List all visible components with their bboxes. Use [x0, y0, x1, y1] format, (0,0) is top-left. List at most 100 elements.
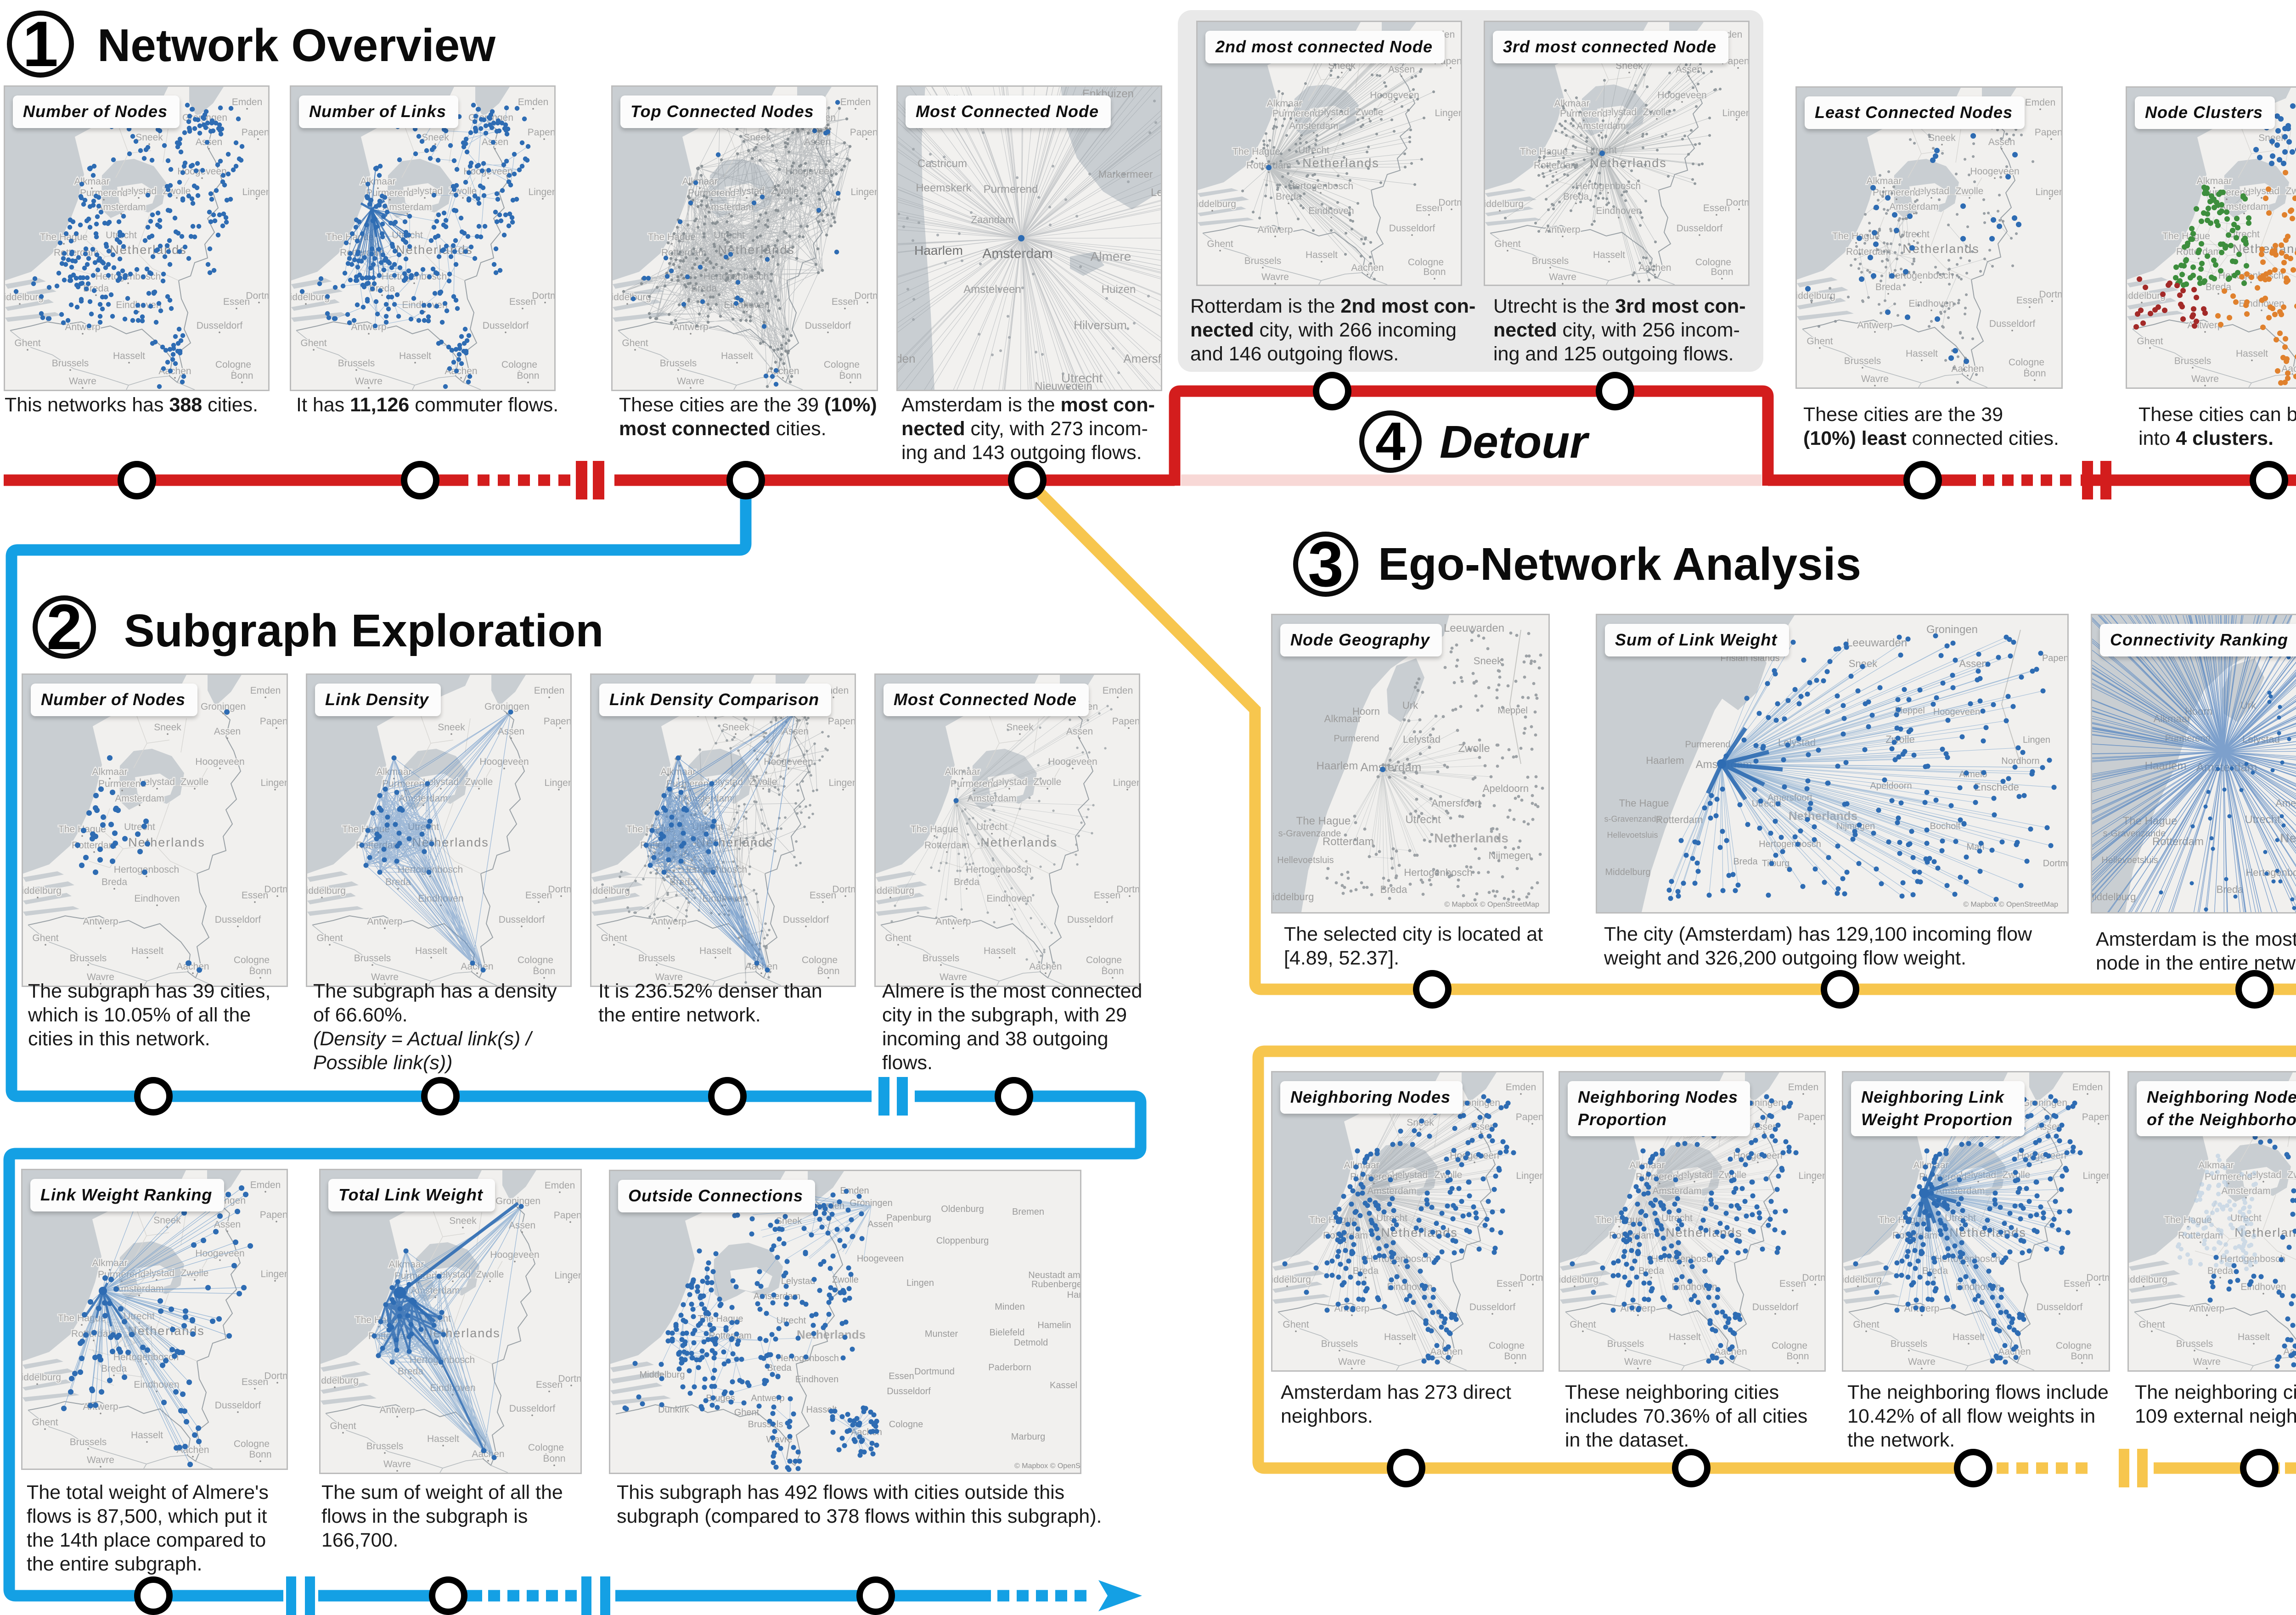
svg-text:Wavre: Wavre [1861, 374, 1889, 384]
svg-text:Aachen: Aachen [1029, 961, 1062, 972]
svg-text:Dusseldorf: Dusseldorf [1677, 223, 1723, 234]
svg-text:Ghent: Ghent [885, 933, 911, 943]
svg-text:Amersfoo: Amersfoo [1123, 352, 1161, 365]
svg-text:Bremen: Bremen [1012, 1207, 1044, 1217]
svg-text:Hasselt: Hasselt [984, 946, 1016, 956]
svg-text:Lingen: Lingen [906, 1278, 934, 1288]
svg-text:Antwerp: Antwerp [751, 1393, 784, 1403]
svg-text:Aachen: Aachen [445, 366, 477, 376]
svg-text:Essen: Essen [2016, 295, 2043, 306]
svg-text:Ghent: Ghent [316, 933, 343, 943]
svg-text:Papenb: Papenb [528, 127, 554, 138]
svg-text:Lingen: Lingen [1435, 108, 1461, 118]
svg-text:Alkmaar: Alkmaar [1266, 98, 1302, 109]
svg-text:Dusseldorf: Dusseldorf [1389, 223, 1435, 234]
svg-text:Antwerp: Antwerp [2189, 1303, 2224, 1314]
svg-text:Hilversum: Hilversum [1074, 318, 1127, 332]
svg-text:Dortm: Dortm [548, 884, 570, 895]
svg-text:Dortm: Dortm [246, 291, 268, 301]
svg-text:Lingen: Lingen [850, 187, 877, 197]
svg-text:Brussels: Brussels [354, 953, 391, 964]
svg-text:Middelburg: Middelburg [307, 886, 346, 896]
svg-text:Middelburg: Middelburg [291, 292, 330, 303]
svg-text:Apeldoorn: Apeldoorn [1483, 783, 1529, 794]
svg-text:Sneek: Sneek [1928, 133, 1956, 143]
svg-text:Brussels: Brussels [338, 358, 375, 369]
svg-text:Kassel: Kassel [1050, 1380, 1077, 1391]
svg-text:Alkmaar: Alkmaar [1324, 713, 1362, 724]
svg-text:Dusseldorf: Dusseldorf [783, 914, 829, 925]
svg-text:Hasselt: Hasselt [1953, 1332, 1985, 1342]
svg-text:Zwolle: Zwolle [181, 777, 209, 787]
svg-text:Dusseldorf: Dusseldorf [499, 914, 545, 925]
svg-text:Bonn: Bonn [817, 966, 839, 976]
svg-text:Wavre: Wavre [1624, 1357, 1652, 1367]
svg-text:Brussels: Brussels [70, 953, 107, 964]
svg-text:iden: iden [898, 352, 916, 365]
svg-text:Netherlands: Netherlands [110, 243, 187, 257]
svg-text:Cologne: Cologne [1489, 1340, 1525, 1351]
svg-text:Emden: Emden [1506, 1082, 1536, 1093]
svg-text:Bonn: Bonn [1101, 966, 1124, 976]
svg-text:Zwolle: Zwolle [1956, 186, 1984, 196]
svg-text:Amsterdam: Amsterdam [383, 202, 432, 213]
svg-text:Essen: Essen [1779, 1279, 1806, 1289]
svg-text:Lingen: Lingen [2035, 187, 2061, 197]
svg-text:Lingen: Lingen [1722, 108, 1748, 118]
svg-text:Netherlands: Netherlands [980, 836, 1058, 849]
svg-text:Ghent: Ghent [1806, 336, 1833, 347]
svg-text:Wavre: Wavre [87, 1455, 114, 1465]
svg-text:Lingen: Lingen [1113, 778, 1139, 788]
svg-text:Lelystad: Lelystad [1677, 1170, 1712, 1180]
svg-text:Essen: Essen [1497, 1279, 1523, 1289]
svg-text:Papenburg: Papenburg [886, 1213, 931, 1223]
svg-text:Emden: Emden [1788, 1082, 1819, 1093]
svg-text:Netherlands: Netherlands [1434, 831, 1508, 845]
svg-text:Middelburg: Middelburg [640, 1370, 685, 1380]
svg-text:Lingen: Lingen [242, 187, 268, 197]
svg-text:Utrecht: Utrecht [124, 822, 155, 832]
svg-text:Hoogeveen: Hoogeveen [1657, 90, 1706, 101]
svg-text:Netherlands: Netherlands [797, 1328, 866, 1341]
svg-text:Ghent: Ghent [1207, 239, 1233, 249]
svg-text:Purmerend: Purmerend [1636, 1172, 1683, 1182]
svg-text:Groningen: Groningen [2022, 1098, 2067, 1108]
svg-text:Brussels: Brussels [748, 1419, 783, 1430]
svg-text:Amsterdam: Amsterdam [1361, 760, 1422, 774]
svg-text:Bonn: Bonn [1423, 267, 1446, 277]
svg-text:Sneek: Sneek [153, 1215, 181, 1226]
svg-text:Breda: Breda [2217, 884, 2244, 895]
svg-text:Sneek: Sneek [722, 722, 749, 733]
svg-text:Dusseldorf: Dusseldorf [1067, 914, 1114, 925]
svg-text:Essen: Essen [889, 1371, 914, 1381]
svg-text:Middelburg: Middelburg [2127, 291, 2166, 301]
svg-text:Antwerp: Antwerp [1257, 224, 1293, 235]
svg-text:Dortm: Dortm [264, 884, 287, 895]
svg-text:Dortm: Dortm [832, 884, 855, 895]
svg-text:Hasselt: Hasselt [1593, 250, 1625, 260]
svg-text:Antwerp: Antwerp [65, 322, 100, 332]
svg-text:Middelburg: Middelburg [1272, 891, 1314, 903]
svg-text:Sneek: Sneek [776, 1216, 803, 1226]
svg-text:Wavre: Wavre [87, 972, 114, 982]
svg-text:Papenb: Papenb [2082, 1112, 2109, 1122]
svg-text:The Hague: The Hague [2164, 1215, 2212, 1225]
svg-text:Dortm: Dortm [264, 1371, 287, 1381]
svg-text:Essen: Essen [536, 1379, 563, 1390]
svg-text:Breda: Breda [2206, 282, 2231, 292]
svg-text:Bonn: Bonn [1504, 1351, 1526, 1362]
svg-text:Aachen: Aachen [745, 961, 777, 972]
svg-text:Purmerend: Purmerend [1685, 740, 1731, 750]
svg-text:Antwerp: Antwerp [935, 916, 971, 927]
svg-text:Brussels: Brussels [1321, 1339, 1358, 1349]
svg-text:Rotterdam: Rotterdam [709, 1331, 751, 1341]
svg-text:Dusseldorf: Dusseldorf [483, 320, 529, 331]
svg-text:Ghent: Ghent [1283, 1319, 1309, 1330]
svg-text:Leeuwarden: Leeuwarden [1444, 622, 1504, 634]
svg-text:Ghent: Ghent [1570, 1319, 1596, 1330]
svg-text:Zwolle: Zwolle [749, 777, 777, 787]
svg-text:Wavre: Wavre [383, 1459, 411, 1469]
svg-text:Lingen: Lingen [1516, 1171, 1542, 1181]
svg-text:Sneek: Sneek [449, 1216, 477, 1226]
svg-text:Bonn: Bonn [839, 370, 861, 381]
